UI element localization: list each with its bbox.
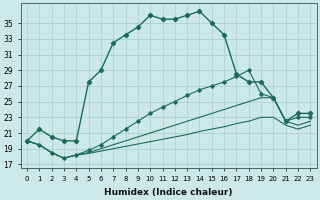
X-axis label: Humidex (Indice chaleur): Humidex (Indice chaleur)	[104, 188, 233, 197]
